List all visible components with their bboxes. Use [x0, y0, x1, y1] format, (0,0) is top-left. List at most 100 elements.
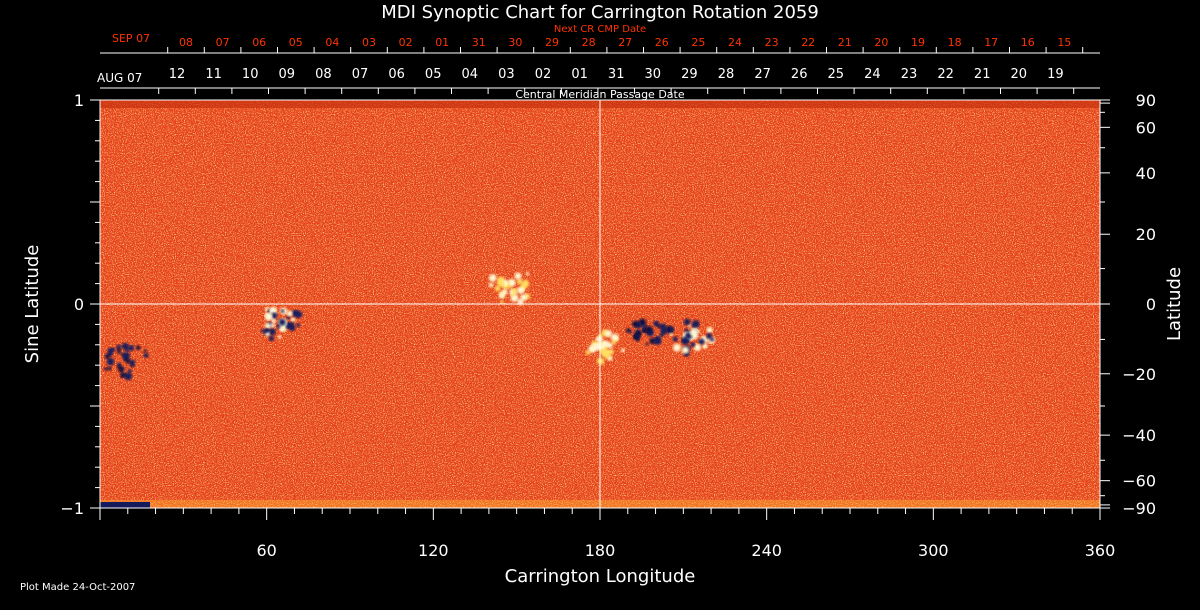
active-region-spot: [488, 282, 494, 288]
active-region-spot: [610, 333, 619, 342]
active-region-spot: [520, 294, 528, 301]
date-tick-label: 03: [362, 36, 376, 49]
y-right-tick-label: −40: [1122, 426, 1156, 445]
active-region-spot: [135, 345, 141, 351]
active-region-spot: [116, 344, 122, 350]
date-tick-label: 23: [901, 67, 918, 82]
date-tick-label: 08: [179, 36, 193, 49]
map-bottom-strip: [100, 502, 150, 508]
y-right-tick-label: −60: [1122, 472, 1156, 491]
active-region-spot: [607, 349, 614, 355]
date-tick-label: 20: [874, 36, 888, 49]
active-region-spot: [645, 325, 653, 333]
x-tick-label: 360: [1085, 541, 1116, 560]
active-region-spot: [620, 348, 625, 353]
active-region-spot: [516, 278, 523, 285]
active-region-spot: [128, 344, 135, 352]
date-tick-label: 25: [828, 67, 845, 82]
active-region-spot: [497, 279, 505, 288]
active-region-spot: [519, 287, 525, 293]
active-region-spot: [510, 280, 515, 285]
y-right-tick-label: 40: [1136, 164, 1156, 183]
active-region-spot: [501, 289, 508, 295]
active-region-spot: [690, 342, 696, 348]
active-region-spot: [585, 350, 591, 355]
active-region-spot: [508, 285, 512, 289]
active-region-spot: [709, 337, 714, 342]
active-region-spot: [672, 343, 681, 352]
date-tick-label: 30: [645, 67, 662, 82]
active-region-spot: [511, 293, 516, 297]
active-region-spot: [279, 326, 286, 332]
active-region-spot: [278, 318, 286, 326]
active-region-spot: [271, 318, 276, 324]
active-region-spot: [270, 312, 278, 320]
active-region-spot: [611, 340, 617, 345]
active-regions: [103, 272, 716, 381]
active-region-spot: [264, 328, 269, 333]
y-axis-right-label: Latitude: [1164, 267, 1185, 341]
active-region-spot: [280, 309, 285, 313]
date-tick-label: 18: [948, 36, 962, 49]
date-tick-label: 10: [242, 67, 259, 82]
active-region-spot: [685, 332, 692, 340]
active-region-spot: [260, 329, 265, 333]
active-region-spot: [122, 351, 131, 360]
active-region-spot: [143, 352, 149, 358]
next-axis-label: Next CR CMP Date: [554, 24, 646, 35]
date-tick-label: 03: [498, 67, 515, 82]
date-tick-label: 21: [838, 36, 852, 49]
y-left-tick-label: −1: [60, 499, 84, 518]
next-axis: 08 07 06 05 04 03 02 01 31 30 29 28 27 26 25 24 23 22 21 20…: [167, 36, 1084, 53]
active-region-spot: [290, 317, 296, 322]
active-region-spot: [636, 338, 640, 343]
date-tick-label: 28: [718, 67, 735, 82]
active-region-spot: [514, 272, 522, 280]
active-region-spot: [265, 331, 270, 337]
active-region-spot: [125, 358, 131, 364]
active-region-spot: [106, 357, 115, 366]
active-region-spot: [668, 327, 675, 333]
plot-made-note: Plot Made 24-Oct-2007: [20, 582, 135, 593]
active-region-spot: [525, 272, 530, 276]
date-tick-label: 24: [864, 67, 881, 82]
date-tick-label: 21: [974, 67, 991, 82]
active-region-spot: [494, 285, 501, 292]
active-region-spot: [649, 337, 656, 345]
x-tick-label: 60: [256, 541, 276, 560]
y-right-tick-label: 90: [1136, 91, 1156, 110]
date-tick-label: 04: [325, 36, 339, 49]
active-region-spot: [117, 349, 122, 355]
active-region-spot: [129, 359, 136, 366]
top-axis: 12 11 10 09 08 07 06 05 04 03 02 01 31 30 29 28 27 26 25 24…: [158, 67, 1075, 94]
active-region-spot: [296, 323, 301, 328]
date-tick-label: 02: [399, 36, 413, 49]
date-tick-label: 22: [937, 67, 954, 82]
y-left-tick-label: 1: [74, 91, 84, 110]
active-region-spot: [633, 334, 638, 339]
active-region-spot: [488, 274, 497, 282]
date-tick-label: 05: [289, 36, 303, 49]
date-tick-label: 06: [388, 67, 405, 82]
y-right-tick-label: 60: [1136, 118, 1156, 137]
active-region-spot: [706, 326, 713, 334]
y-right-tick-label: −20: [1122, 365, 1156, 384]
y-right-tick-label: 20: [1136, 225, 1156, 244]
active-region-spot: [672, 336, 678, 342]
date-tick-label: 20: [1011, 67, 1028, 82]
date-tick-label: 29: [681, 67, 698, 82]
active-region-spot: [264, 322, 271, 329]
date-tick-label: 17: [984, 36, 998, 49]
active-region-spot: [511, 288, 518, 294]
active-region-spot: [660, 327, 668, 335]
date-tick-label: 11: [205, 67, 222, 82]
active-region-spot: [645, 342, 649, 346]
x-tick-label: 180: [585, 541, 616, 560]
active-region-spot: [268, 335, 275, 342]
date-tick-label: 12: [169, 67, 186, 82]
active-region-spot: [286, 310, 293, 317]
date-tick-label: 25: [691, 36, 705, 49]
active-region-spot: [286, 315, 291, 320]
active-region-spot: [103, 367, 108, 371]
